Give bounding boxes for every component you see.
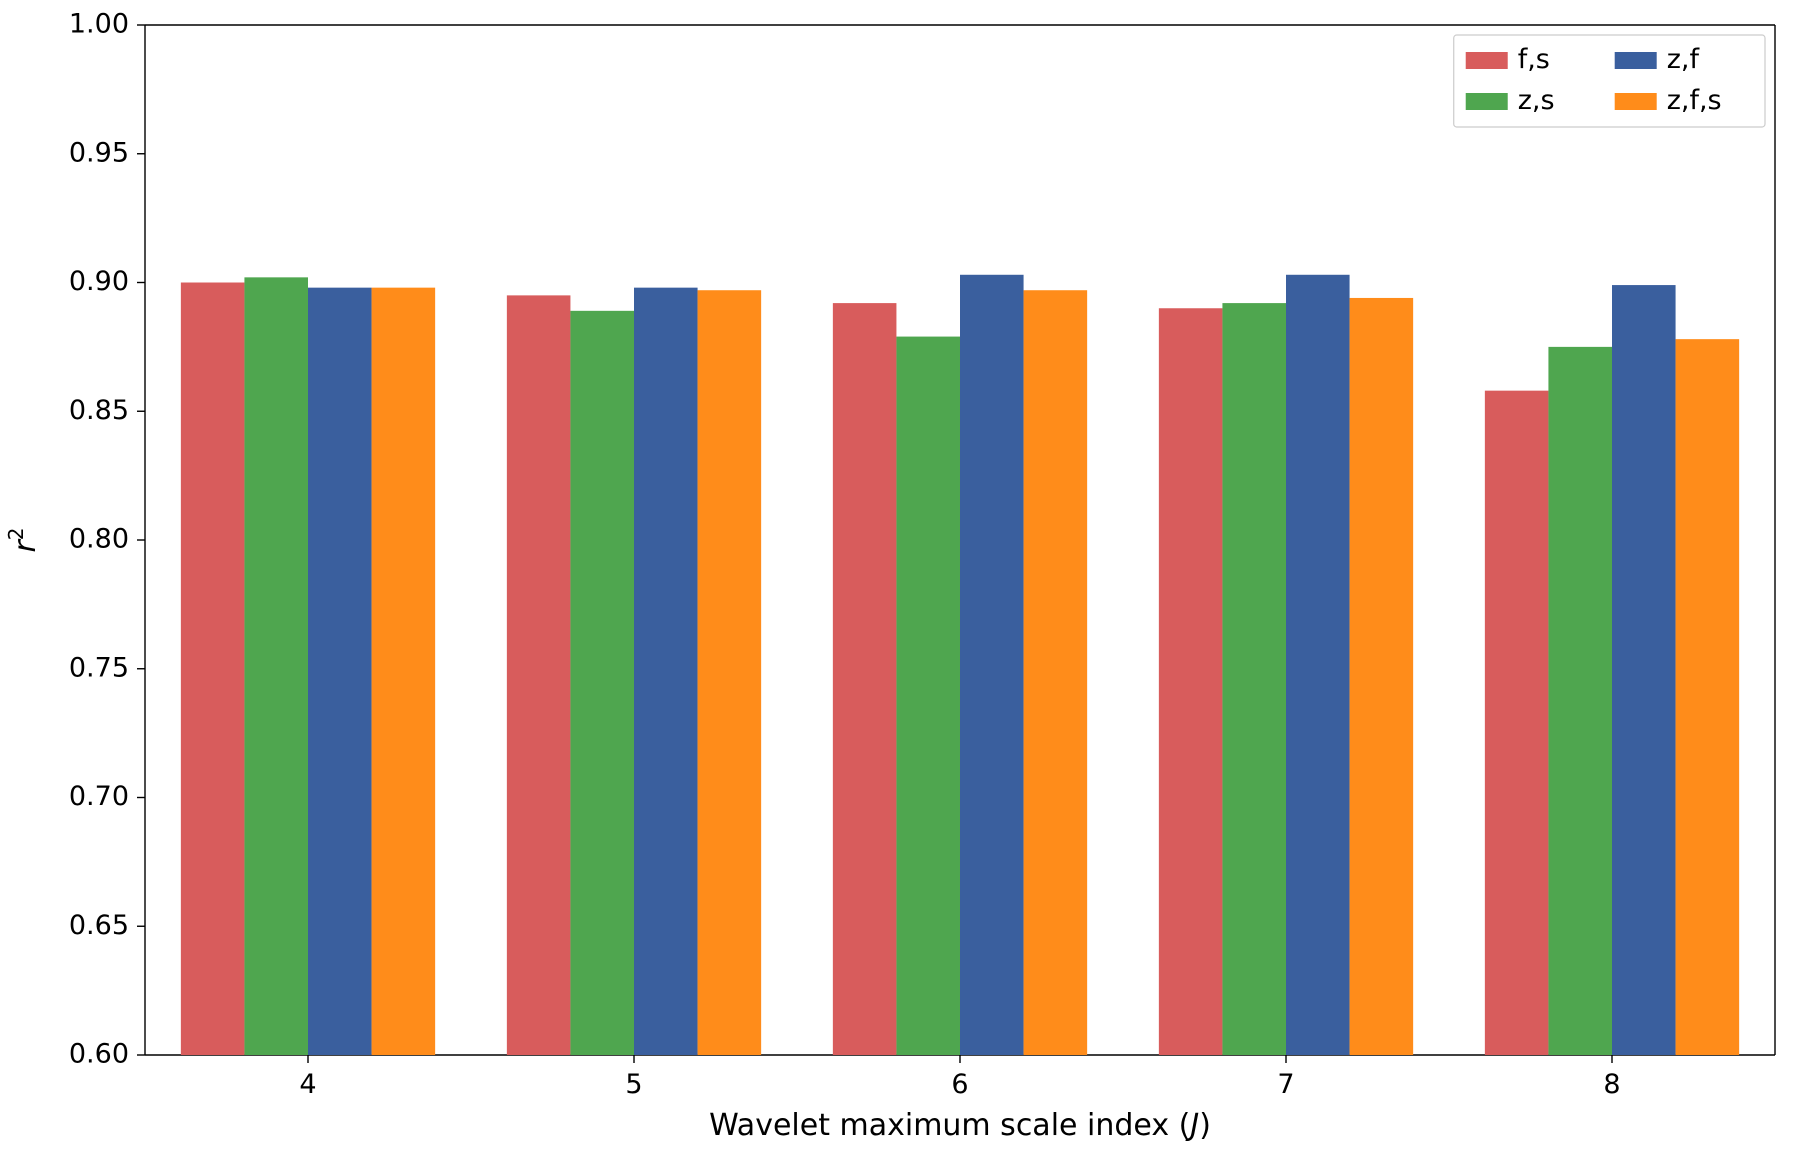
legend-label: z,s <box>1518 85 1555 116</box>
bar <box>1222 303 1286 1055</box>
x-tick-label: 7 <box>1277 1069 1294 1100</box>
y-tick-label: 0.60 <box>69 1039 129 1070</box>
bar <box>1612 285 1676 1055</box>
legend-label: z,f <box>1667 44 1701 75</box>
x-tick-label: 8 <box>1603 1069 1620 1100</box>
legend: f,s z,s z,f z,f,s <box>1454 35 1765 127</box>
y-tick-label: 0.65 <box>69 910 129 941</box>
legend-swatch <box>1466 52 1508 69</box>
bar <box>1159 308 1223 1055</box>
x-tick-label: 5 <box>625 1069 642 1100</box>
x-tick-label: 6 <box>951 1069 968 1100</box>
y-tick-label: 0.90 <box>69 266 129 297</box>
bar <box>244 277 308 1055</box>
bars <box>181 275 1739 1055</box>
bar <box>896 337 960 1055</box>
chart-container: 0.60 0.65 0.70 0.75 0.80 0.85 0.90 0.95 1.00 4 5 6 7… <box>0 0 1800 1160</box>
bar <box>570 311 634 1055</box>
x-tick-label: 4 <box>299 1069 316 1100</box>
legend-swatch <box>1615 93 1657 110</box>
bar <box>833 303 897 1055</box>
legend-swatch <box>1615 52 1657 69</box>
bar <box>960 275 1024 1055</box>
bar-chart: 0.60 0.65 0.70 0.75 0.80 0.85 0.90 0.95 1.00 4 5 6 7… <box>0 0 1800 1160</box>
y-tick-label: 0.75 <box>69 652 129 683</box>
bar <box>372 288 436 1055</box>
y-tick-label: 1.00 <box>69 9 129 40</box>
x-axis-label: Wavelet maximum scale index (J) <box>709 1108 1211 1143</box>
legend-swatch <box>1466 93 1508 110</box>
bar <box>1548 347 1612 1055</box>
bar <box>698 290 762 1055</box>
legend-label: z,f,s <box>1667 85 1722 116</box>
bar <box>507 295 571 1055</box>
bar <box>308 288 372 1055</box>
bar <box>1350 298 1414 1055</box>
bar <box>1676 339 1740 1055</box>
bar <box>634 288 698 1055</box>
bar <box>1024 290 1088 1055</box>
bar <box>1286 275 1350 1055</box>
y-tick-label: 0.70 <box>69 781 129 812</box>
bar <box>1485 391 1549 1055</box>
legend-label: f,s <box>1518 44 1550 75</box>
bar <box>181 283 245 1056</box>
y-tick-label: 0.95 <box>69 137 129 168</box>
y-tick-label: 0.80 <box>69 524 129 555</box>
y-tick-label: 0.85 <box>69 395 129 426</box>
